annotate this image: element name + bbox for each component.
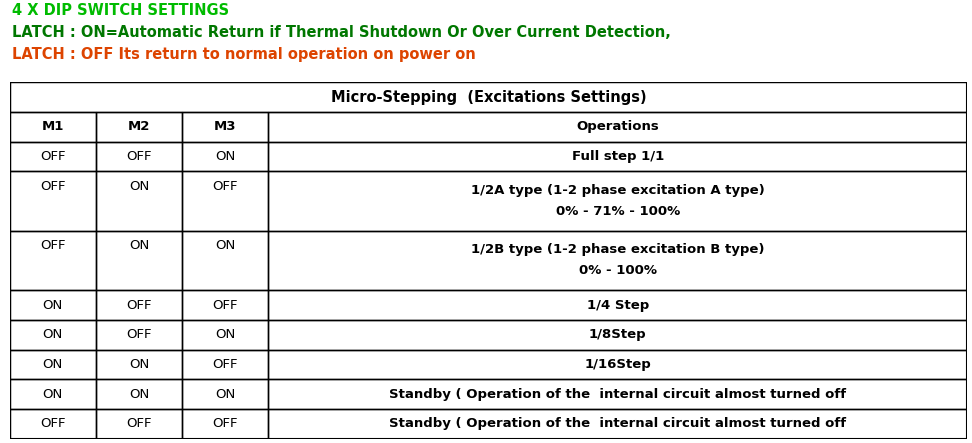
Bar	[268, 142, 967, 171]
Bar	[10, 171, 96, 231]
Bar	[182, 290, 268, 320]
Bar	[10, 231, 96, 290]
Bar	[96, 379, 182, 409]
Bar	[268, 290, 967, 320]
Text: Full step 1/1: Full step 1/1	[572, 150, 664, 163]
Bar	[10, 409, 96, 439]
Bar	[182, 379, 268, 409]
Text: OFF: OFF	[213, 358, 238, 371]
Text: Standby ( Operation of the  internal circuit almost turned off: Standby ( Operation of the internal circ…	[389, 388, 847, 400]
Bar	[182, 231, 268, 290]
Text: ON: ON	[43, 328, 63, 341]
Text: Micro-Stepping  (Excitations Settings): Micro-Stepping (Excitations Settings)	[330, 90, 646, 105]
Bar	[96, 290, 182, 320]
Text: LATCH : OFF Its return to normal operation on power on: LATCH : OFF Its return to normal operati…	[12, 47, 475, 62]
Text: 1/16Step: 1/16Step	[584, 358, 651, 371]
Text: ON: ON	[215, 388, 235, 400]
Bar	[268, 379, 967, 409]
Bar	[268, 350, 967, 379]
Text: ON: ON	[43, 299, 63, 311]
Text: Standby ( Operation of the  internal circuit almost turned off: Standby ( Operation of the internal circ…	[389, 417, 847, 430]
Text: OFF: OFF	[126, 299, 152, 311]
Text: OFF: OFF	[126, 150, 152, 163]
Text: OFF: OFF	[40, 417, 65, 430]
Bar	[10, 112, 96, 142]
Bar	[10, 290, 96, 320]
Text: 1/2B type (1-2 phase excitation B type)
0% - 100%: 1/2B type (1-2 phase excitation B type) …	[470, 244, 764, 277]
Text: OFF: OFF	[40, 180, 65, 193]
Bar	[268, 409, 967, 439]
Bar	[10, 320, 96, 350]
Bar	[182, 112, 268, 142]
Text: OFF: OFF	[126, 328, 152, 341]
Text: M2: M2	[127, 120, 150, 133]
Text: ON: ON	[43, 388, 63, 400]
Text: ON: ON	[215, 328, 235, 341]
Text: 4 X DIP SWITCH SETTINGS: 4 X DIP SWITCH SETTINGS	[12, 3, 228, 18]
Bar	[182, 350, 268, 379]
Text: M3: M3	[214, 120, 236, 133]
Bar	[96, 171, 182, 231]
Text: OFF: OFF	[213, 299, 238, 311]
Text: ON: ON	[215, 239, 235, 252]
Bar	[182, 171, 268, 231]
Text: ON: ON	[129, 388, 149, 400]
Text: OFF: OFF	[40, 150, 65, 163]
Bar	[96, 320, 182, 350]
Text: OFF: OFF	[40, 239, 65, 252]
Bar	[268, 171, 967, 231]
Bar	[182, 320, 268, 350]
Text: OFF: OFF	[213, 180, 238, 193]
Bar	[96, 112, 182, 142]
Bar	[96, 409, 182, 439]
Bar	[10, 379, 96, 409]
Text: M1: M1	[42, 120, 64, 133]
Bar	[268, 320, 967, 350]
Bar	[96, 350, 182, 379]
Bar	[268, 112, 967, 142]
Text: OFF: OFF	[213, 417, 238, 430]
Text: ON: ON	[215, 150, 235, 163]
Text: Operations: Operations	[576, 120, 659, 133]
Bar	[96, 142, 182, 171]
Text: ON: ON	[129, 180, 149, 193]
Text: 1/2A type (1-2 phase excitation A type)
0% - 71% - 100%: 1/2A type (1-2 phase excitation A type) …	[470, 184, 765, 218]
Text: ON: ON	[43, 358, 63, 371]
Bar	[10, 350, 96, 379]
Text: ON: ON	[129, 358, 149, 371]
Text: LATCH : ON=Automatic Return if Thermal Shutdown Or Over Current Detection,: LATCH : ON=Automatic Return if Thermal S…	[12, 25, 671, 40]
Bar	[182, 142, 268, 171]
Bar	[10, 142, 96, 171]
Bar	[10, 82, 967, 112]
Text: OFF: OFF	[126, 417, 152, 430]
Text: 1/4 Step: 1/4 Step	[586, 299, 648, 311]
Text: ON: ON	[129, 239, 149, 252]
Bar	[182, 409, 268, 439]
Text: 1/8Step: 1/8Step	[589, 328, 646, 341]
Bar	[268, 231, 967, 290]
Bar	[96, 231, 182, 290]
